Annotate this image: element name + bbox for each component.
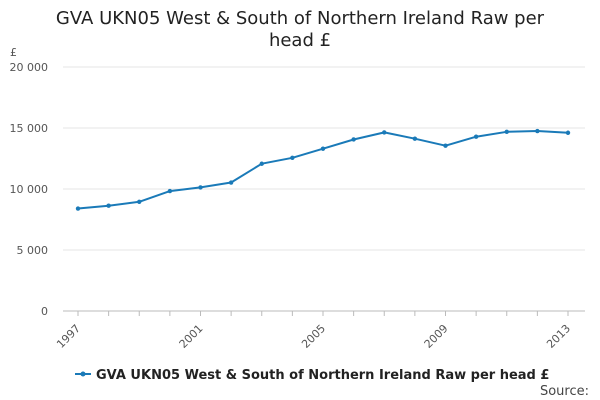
legend-dot-marker xyxy=(80,371,86,377)
data-point[interactable] xyxy=(167,188,173,194)
gridlines xyxy=(63,66,585,251)
y-axis-unit: £ xyxy=(10,46,17,59)
data-point[interactable] xyxy=(106,203,111,208)
data-point[interactable] xyxy=(443,143,448,148)
x-axis: 1997 2001 2005 2009 2013 xyxy=(54,310,585,351)
x-tick-label: 2009 xyxy=(422,322,451,351)
data-point[interactable] xyxy=(290,155,295,160)
data-point[interactable] xyxy=(198,185,203,190)
y-tick-label: 20 000 xyxy=(10,61,49,74)
source-label: Source: xyxy=(540,384,589,399)
y-tick-label: 5 000 xyxy=(17,244,49,257)
data-point[interactable] xyxy=(351,137,356,142)
x-tick-label: 2013 xyxy=(544,322,573,351)
data-point[interactable] xyxy=(320,146,326,151)
x-tick-label: 2005 xyxy=(299,322,328,351)
data-point[interactable] xyxy=(565,130,571,135)
y-axis-ticks: 0 5 000 10 000 15 000 20 000 xyxy=(10,61,49,318)
x-tick-label: 1997 xyxy=(54,322,83,351)
data-point[interactable] xyxy=(259,161,264,166)
x-tick-label: 2001 xyxy=(177,322,206,351)
data-point[interactable] xyxy=(412,136,418,141)
legend[interactable]: GVA UKN05 West & South of Northern Irela… xyxy=(75,368,549,383)
data-point[interactable] xyxy=(535,128,540,134)
y-tick-label: 10 000 xyxy=(10,183,49,196)
series-line xyxy=(77,130,569,210)
data-point[interactable] xyxy=(504,129,509,134)
series-group xyxy=(75,128,571,211)
data-point[interactable] xyxy=(382,130,387,135)
data-point[interactable] xyxy=(137,199,142,205)
data-point[interactable] xyxy=(228,180,234,185)
data-point[interactable] xyxy=(473,134,479,139)
legend-label: GVA UKN05 West & South of Northern Irela… xyxy=(96,368,549,383)
chart-title-line-1: GVA UKN05 West & South of Northern Irela… xyxy=(56,8,545,29)
chart-title-line-2: head £ xyxy=(269,30,331,51)
data-point[interactable] xyxy=(75,206,81,211)
y-tick-label: 0 xyxy=(41,305,48,318)
y-tick-label: 15 000 xyxy=(10,122,49,135)
